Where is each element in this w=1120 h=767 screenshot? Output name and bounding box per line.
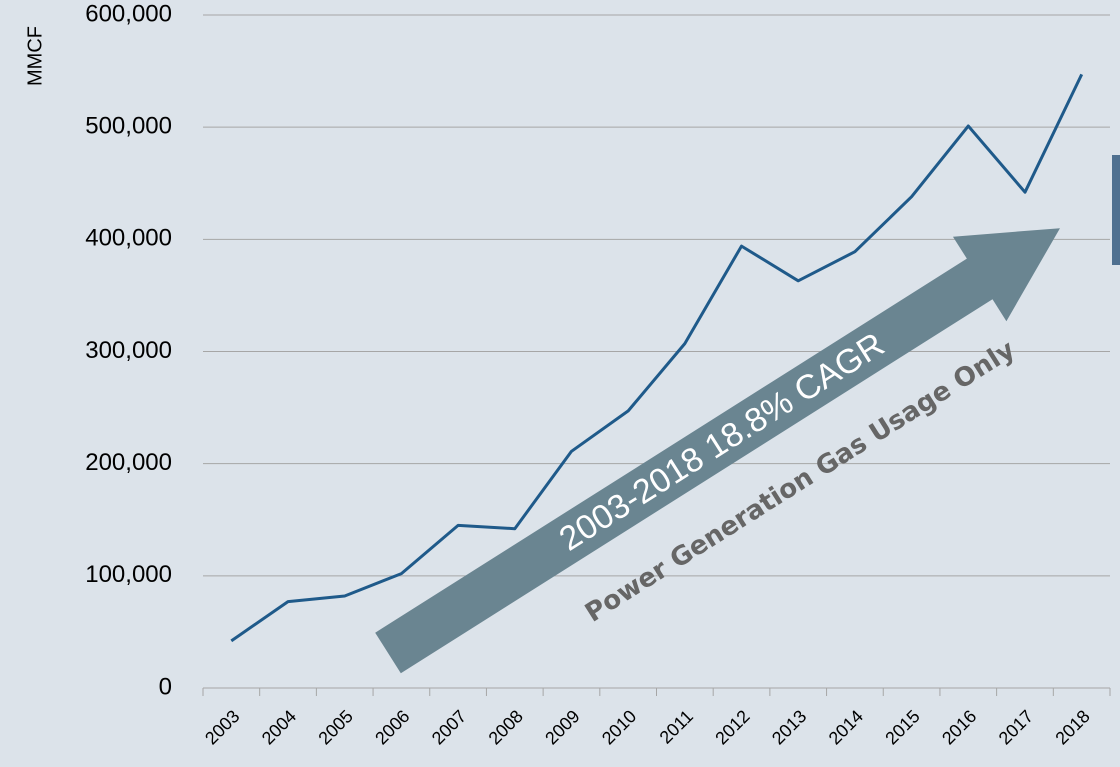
plot: 0 100,000 200,000 300,000 400,000 500,000 600,… bbox=[85, 0, 1111, 749]
y-tick-label: 400,000 bbox=[85, 225, 172, 252]
y-axis-label: MMCF bbox=[24, 26, 46, 86]
y-tick-label: 300,000 bbox=[85, 337, 172, 364]
y-tick-label: 0 bbox=[159, 673, 172, 700]
data-line bbox=[230, 73, 1084, 643]
y-tick-label: 600,000 bbox=[85, 0, 172, 27]
cagr-arrow bbox=[375, 228, 1060, 674]
y-tick-label: 200,000 bbox=[85, 449, 172, 476]
y-tick-label: 500,000 bbox=[85, 113, 172, 140]
y-tick-label: 100,000 bbox=[85, 561, 172, 588]
side-tab bbox=[1112, 155, 1120, 265]
